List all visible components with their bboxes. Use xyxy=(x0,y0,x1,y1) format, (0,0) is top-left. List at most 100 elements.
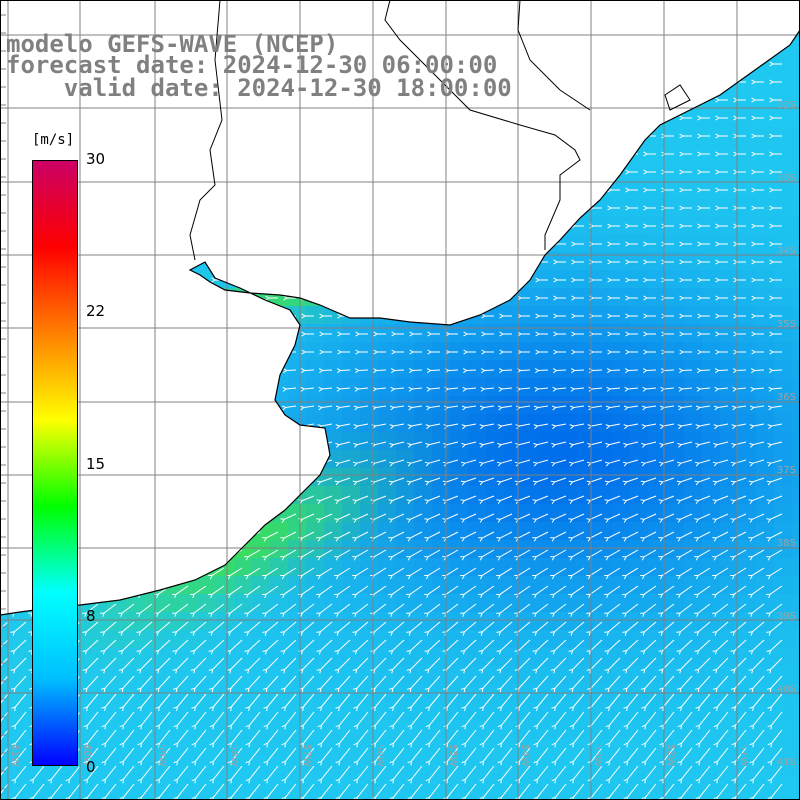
wind-arrow xyxy=(713,693,729,712)
wind-arrow xyxy=(425,423,441,430)
wind-arrow xyxy=(532,477,549,486)
wind-arrow xyxy=(715,259,728,265)
lat-label: 40S xyxy=(777,684,796,695)
wind-arrow xyxy=(568,585,585,599)
wind-arrow xyxy=(625,295,638,301)
wind-arrow xyxy=(334,459,351,467)
wind-arrow xyxy=(280,621,297,636)
wind-arrow xyxy=(553,295,566,301)
colorbar-label-30: 30 xyxy=(86,150,106,168)
wind-arrow xyxy=(712,657,729,674)
lat-label: 33S xyxy=(777,173,796,184)
wind-arrow xyxy=(604,657,621,674)
wind-arrow xyxy=(318,386,333,392)
wind-arrow xyxy=(571,241,584,247)
wind-arrow xyxy=(373,331,386,337)
wind-arrow xyxy=(550,567,567,580)
wind-arrow xyxy=(118,603,135,617)
wind-arrow xyxy=(568,567,585,580)
wind-arrow xyxy=(389,765,405,784)
wind-arrow xyxy=(301,331,314,337)
wind-arrow xyxy=(390,368,405,374)
wind-arrow xyxy=(227,711,243,730)
wind-arrow xyxy=(479,423,495,430)
wind-arrow xyxy=(749,423,765,430)
wind-arrow xyxy=(532,495,549,504)
wind-arrow xyxy=(388,657,405,674)
wind-arrow xyxy=(551,693,567,712)
wind-arrow xyxy=(208,657,225,674)
wind-arrow xyxy=(262,621,279,636)
wind-arrow xyxy=(481,331,494,337)
wind-arrow xyxy=(751,241,764,247)
wind-arrow xyxy=(694,495,711,504)
wind-arrow xyxy=(733,331,746,337)
wind-arrow xyxy=(552,368,567,374)
wind-arrow xyxy=(334,621,351,636)
wind-arrow xyxy=(227,765,243,784)
wind-arrow xyxy=(354,368,369,374)
wind-arrow xyxy=(208,603,225,617)
wind-arrow xyxy=(622,459,639,467)
wind-arrow xyxy=(713,441,729,448)
wind-arrow xyxy=(424,603,441,617)
wind-arrow xyxy=(550,495,567,504)
wind-arrow xyxy=(244,567,261,580)
wind-arrow xyxy=(479,729,495,748)
wind-arrow xyxy=(767,441,783,448)
wind-arrow xyxy=(265,295,278,301)
wind-arrow xyxy=(659,441,675,448)
wind-arrow xyxy=(679,169,692,175)
wind-arrow xyxy=(676,603,693,617)
wind-arrow xyxy=(625,187,638,193)
wind-arrow xyxy=(389,441,405,448)
wind-arrow xyxy=(694,585,711,599)
wind-arrow xyxy=(316,531,333,542)
wind-arrow xyxy=(733,151,746,157)
wind-arrow xyxy=(244,549,261,561)
wind-arrow xyxy=(209,747,225,766)
wind-arrow xyxy=(425,747,441,766)
wind-arrow xyxy=(713,711,729,730)
wind-arrow xyxy=(640,567,657,580)
wind-arrow xyxy=(406,567,423,580)
wind-arrow xyxy=(766,513,783,523)
wind-arrow xyxy=(607,331,620,337)
lat-label: 41S xyxy=(777,757,796,768)
wind-arrow xyxy=(245,693,261,712)
wind-arrow xyxy=(29,765,45,784)
wind-arrow xyxy=(697,187,710,193)
wind-arrow xyxy=(769,295,782,301)
wind-arrow xyxy=(173,747,189,766)
wind-arrow xyxy=(316,621,333,636)
wind-arrow xyxy=(551,729,567,748)
wind-arrow xyxy=(553,277,566,283)
wind-arrow xyxy=(732,386,747,392)
wind-arrow xyxy=(496,513,513,523)
wind-arrow xyxy=(406,621,423,636)
wind-arrow xyxy=(605,405,621,411)
wind-arrow xyxy=(498,368,513,374)
wind-arrow xyxy=(715,349,728,355)
wind-arrow xyxy=(678,386,693,392)
wind-arrow xyxy=(679,133,692,139)
wind-arrow xyxy=(713,747,729,766)
wind-arrow xyxy=(677,729,693,748)
wind-arrow xyxy=(733,277,746,283)
wind-arrow xyxy=(190,621,207,636)
wind-arrow xyxy=(694,459,711,467)
wind-arrow xyxy=(335,423,351,430)
wind-arrow xyxy=(697,223,710,229)
wind-arrow xyxy=(568,513,585,523)
wind-arrow xyxy=(406,459,423,467)
wind-arrow xyxy=(100,639,117,655)
wind-arrow xyxy=(298,657,315,674)
wind-arrow xyxy=(137,675,153,693)
wind-arrow xyxy=(697,313,710,319)
wind-arrow xyxy=(11,711,27,730)
wind-arrow xyxy=(463,331,476,337)
wind-arrow xyxy=(586,567,603,580)
wind-arrow xyxy=(245,747,261,766)
wind-arrow xyxy=(101,711,117,730)
wind-arrow xyxy=(624,368,639,374)
